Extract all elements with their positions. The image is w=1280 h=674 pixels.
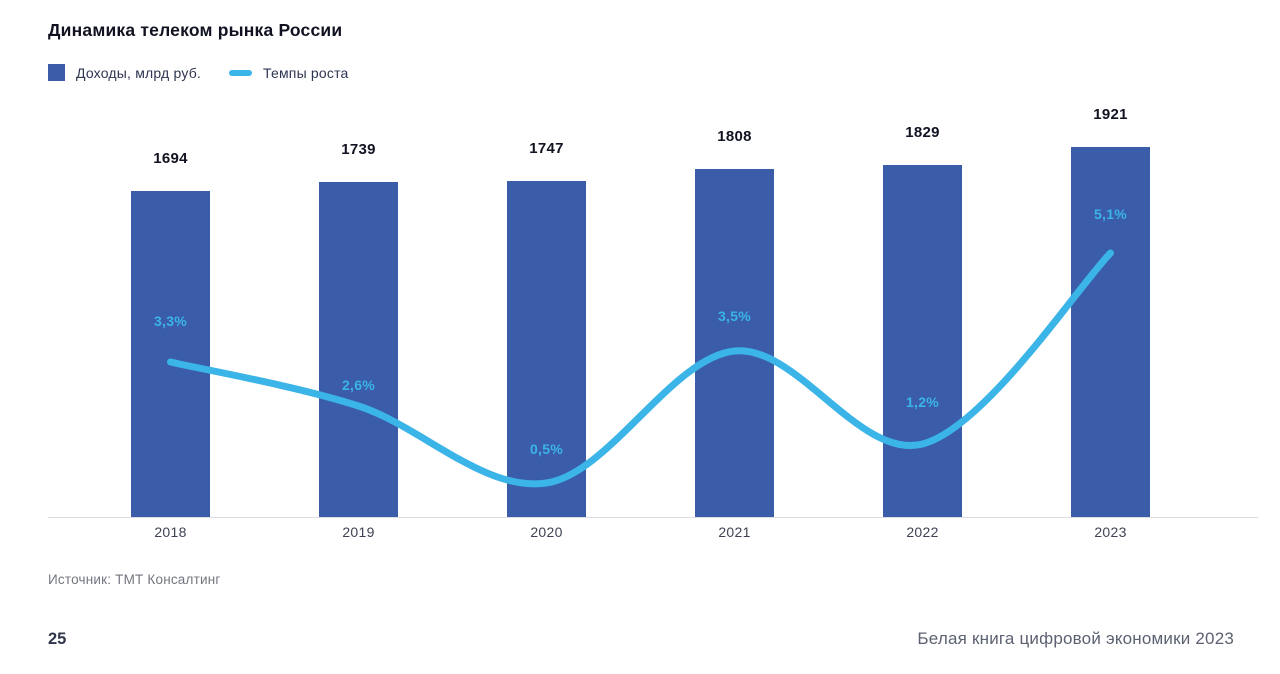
growth-swatch-line-icon	[229, 69, 253, 76]
x-tick-2019: 2019	[342, 524, 375, 540]
legend-label-revenue: Доходы, млрд руб.	[76, 64, 202, 81]
bar-2022	[883, 165, 962, 517]
x-tick-2023: 2023	[1094, 524, 1127, 540]
bar-value-label-2020: 1747	[529, 140, 564, 157]
x-tick-2022: 2022	[906, 524, 939, 540]
bar-value-label-2018: 1694	[153, 150, 188, 167]
source-note: Источник: ТМТ Консалтинг	[48, 572, 221, 587]
bar-value-label-2019: 1739	[341, 141, 376, 158]
bar-2021	[695, 169, 774, 517]
page-footer: 25 Белая книга цифровой экономики 2023	[0, 629, 1280, 649]
bar-2020	[507, 181, 586, 517]
legend-item-growth: Темпы роста	[229, 65, 349, 81]
growth-rate-label-2021: 3,5%	[717, 308, 752, 324]
growth-line	[167, 249, 1114, 488]
growth-rate-label-2020: 0,5%	[529, 441, 564, 457]
x-axis-line	[48, 517, 1258, 518]
growth-rate-label-2022: 1,2%	[905, 394, 940, 410]
legend-label-growth: Темпы роста	[263, 64, 349, 81]
bar-2023	[1071, 147, 1150, 517]
x-tick-2020: 2020	[530, 524, 563, 540]
growth-rate-label-2018: 3,3%	[153, 313, 188, 329]
chart-title: Динамика телеком рынка России	[48, 20, 343, 40]
bar-2019	[319, 182, 398, 517]
x-tick-2018: 2018	[154, 524, 187, 540]
revenue-swatch-square-icon	[48, 64, 65, 81]
growth-rate-label-2019: 2,6%	[341, 377, 376, 393]
bar-2018	[131, 191, 210, 517]
page-number: 25	[48, 629, 67, 648]
x-tick-2021: 2021	[718, 524, 751, 540]
growth-rate-label-2023: 5,1%	[1093, 206, 1128, 222]
bar-value-label-2022: 1829	[905, 124, 940, 141]
legend-item-revenue: Доходы, млрд руб.	[48, 64, 201, 81]
bar-value-label-2021: 1808	[717, 128, 752, 145]
bar-value-label-2023: 1921	[1093, 106, 1128, 123]
legend: Доходы, млрд руб. Темпы роста	[48, 64, 349, 81]
footer-book-title: Белая книга цифровой экономики 2023	[917, 629, 1234, 648]
